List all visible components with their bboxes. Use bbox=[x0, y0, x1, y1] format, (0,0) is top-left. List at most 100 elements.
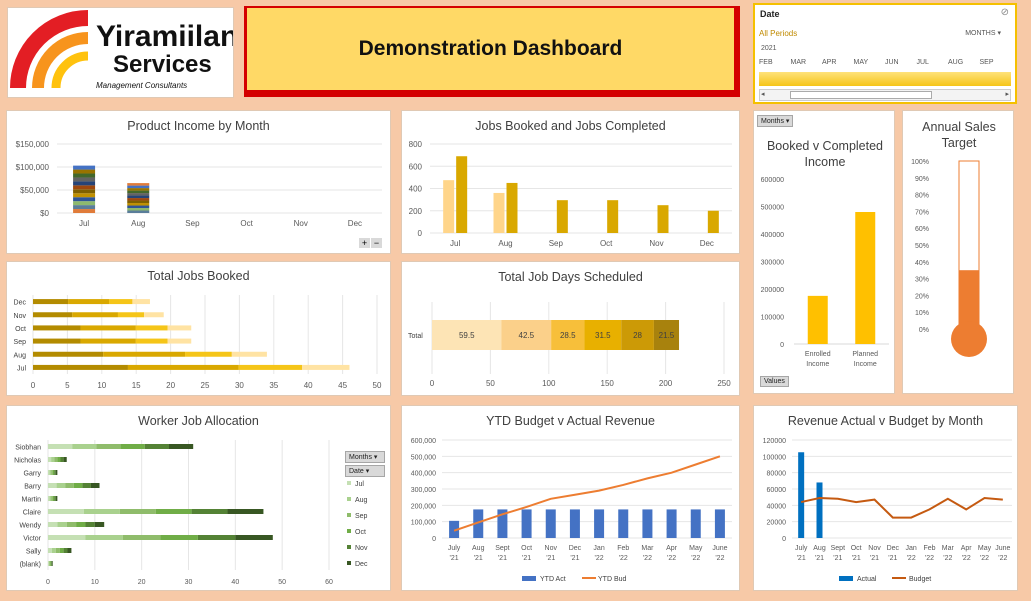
stacked-bar-segment bbox=[73, 209, 96, 213]
y-tick-label: $150,000 bbox=[16, 140, 50, 149]
x-tick-label: Aug bbox=[813, 545, 826, 552]
bar-segment bbox=[48, 457, 52, 462]
chevron-down-icon: ▾ bbox=[785, 118, 790, 125]
y-tick-label: $0 bbox=[40, 209, 49, 218]
x-tick-label: '21 bbox=[852, 555, 861, 562]
bar bbox=[666, 509, 677, 538]
bar-segment bbox=[65, 483, 74, 488]
y-tick-label: Siobhan bbox=[15, 445, 41, 452]
x-tick-label: 15 bbox=[132, 381, 141, 390]
bar-segment bbox=[135, 325, 168, 331]
y-tick-label: Barry bbox=[24, 484, 41, 491]
bar-segment bbox=[54, 470, 56, 475]
months-filter-button[interactable]: Months ▾ bbox=[757, 115, 794, 127]
y-tick-label: 0 bbox=[418, 229, 423, 238]
revenue-by-month-panel: Revenue Actual v Budget by Month 120000 1… bbox=[753, 405, 1018, 591]
timeline-month-label[interactable]: FEB bbox=[759, 59, 773, 66]
scroll-left-icon[interactable]: ◂ bbox=[761, 91, 765, 98]
timeline-month-label[interactable]: JUN bbox=[885, 59, 899, 66]
x-tick-label: '21 bbox=[815, 555, 824, 562]
stacked-bar-segment bbox=[73, 197, 96, 202]
bar-segment bbox=[80, 325, 136, 331]
stacked-bar-segment bbox=[73, 165, 96, 170]
y-tick-label: 800 bbox=[409, 140, 423, 149]
y-tick-label: 100% bbox=[911, 159, 929, 166]
timeline-month-label[interactable]: AUG bbox=[948, 59, 964, 66]
x-tick-label: Aug bbox=[131, 219, 145, 228]
filter-clear-icon[interactable]: ⊘ bbox=[1000, 7, 1009, 18]
timeline-month-label[interactable]: SEP bbox=[979, 59, 994, 66]
bar bbox=[449, 520, 460, 538]
date-field-button[interactable]: Date ▾ bbox=[345, 465, 385, 477]
x-tick-label: 5 bbox=[65, 381, 70, 390]
ytd-budget-chart: 600,000 500,000 400,000 300,000 200,000 100,0… bbox=[411, 438, 732, 583]
timeline-month-label[interactable]: MAR bbox=[790, 59, 807, 66]
x-tick-label: Income bbox=[854, 361, 877, 368]
total-jobs-booked-title: Total Jobs Booked bbox=[147, 269, 250, 283]
x-tick-label: Sep bbox=[549, 239, 564, 248]
data-label: 31.5 bbox=[595, 331, 611, 340]
logo-line1: Yiramiilan bbox=[96, 20, 233, 53]
x-tick-label: Aug bbox=[498, 239, 512, 248]
bar-segment bbox=[551, 320, 585, 350]
bar bbox=[807, 295, 828, 344]
timeline-month-label[interactable]: MAY bbox=[853, 59, 869, 66]
x-tick-label: 30 bbox=[235, 381, 244, 390]
worker-allocation-panel: Worker Job Allocation 0 10 20 30 40 50 60 Siobh… bbox=[6, 405, 391, 591]
total-job-days-chart: 0 50 100 150 200 250 Total 59.5 42.5 28.5 31.5 28 21… bbox=[408, 302, 731, 388]
timeline-scroll-thumb[interactable] bbox=[790, 91, 932, 99]
stacked-bar-segment bbox=[127, 188, 150, 191]
bar-segment bbox=[48, 561, 50, 566]
thermometer-fill bbox=[959, 270, 979, 335]
legend-swatch bbox=[347, 497, 351, 501]
thermometer-bulb bbox=[951, 321, 987, 357]
booked-v-completed-chart: 600000 500000 400000 300000 200000 100000 0 Enr… bbox=[761, 177, 889, 368]
data-label: 59.5 bbox=[459, 331, 475, 340]
ytd-budget-panel: YTD Budget v Actual Revenue 600,000 500,0… bbox=[401, 405, 740, 591]
stacked-bar-segment bbox=[127, 190, 150, 194]
bar-segment bbox=[68, 299, 110, 305]
bar bbox=[456, 156, 468, 233]
jobs-booked-completed-title: Jobs Booked and Jobs Completed bbox=[475, 119, 666, 133]
x-tick-label: Nov bbox=[545, 545, 558, 552]
legend-label: YTD Bud bbox=[598, 576, 627, 583]
plus-icon[interactable]: + bbox=[359, 238, 370, 248]
y-tick-label: 120000 bbox=[763, 438, 786, 445]
legend-label: Jul bbox=[355, 481, 364, 488]
timeline-level-dropdown[interactable]: MONTHS ▾ bbox=[965, 29, 1001, 37]
y-tick-label: 90% bbox=[915, 176, 929, 183]
bar-segment bbox=[48, 535, 86, 540]
bar bbox=[473, 509, 484, 538]
x-tick-label: '21 bbox=[450, 555, 459, 562]
x-tick-label: July bbox=[448, 545, 461, 552]
months-field-button[interactable]: Months ▾ bbox=[345, 451, 385, 463]
minus-icon[interactable]: − bbox=[371, 238, 382, 248]
timeline-scrollbar[interactable]: ◂ ▸ bbox=[759, 89, 1011, 101]
x-tick-label: Nov bbox=[649, 239, 663, 248]
y-tick-label: Dec bbox=[14, 300, 27, 307]
bar-segment bbox=[132, 299, 150, 305]
bar-segment bbox=[48, 561, 49, 566]
date-timeline-slicer[interactable]: Date ⊘ All Periods MONTHS ▾ 2021 FEB MAR A… bbox=[753, 3, 1017, 104]
bar bbox=[798, 452, 805, 538]
x-tick-label: 150 bbox=[601, 379, 615, 388]
y-tick-label: 0 bbox=[780, 342, 784, 349]
bar bbox=[443, 180, 455, 233]
bar-segment bbox=[94, 522, 105, 527]
legend-label: Aug bbox=[355, 497, 368, 504]
scroll-right-icon[interactable]: ▸ bbox=[1005, 91, 1009, 98]
ytd-budget-title: YTD Budget v Actual Revenue bbox=[486, 414, 655, 428]
y-tick-label: 500,000 bbox=[411, 454, 436, 461]
bar bbox=[493, 192, 505, 233]
bar-segment bbox=[235, 535, 273, 540]
x-tick-label: Planned bbox=[852, 351, 878, 358]
timeline-level-label: MONTHS bbox=[965, 30, 996, 37]
values-button[interactable]: Values bbox=[760, 376, 789, 387]
timeline-month-label[interactable]: JUL bbox=[916, 59, 929, 66]
x-tick-label: '21 bbox=[570, 555, 579, 562]
timeline-selection-bar[interactable] bbox=[759, 72, 1011, 86]
bar-segment bbox=[83, 509, 120, 514]
timeline-month-label[interactable]: APR bbox=[822, 59, 837, 66]
x-tick-label: 40 bbox=[304, 381, 313, 390]
bar-segment bbox=[54, 496, 56, 501]
